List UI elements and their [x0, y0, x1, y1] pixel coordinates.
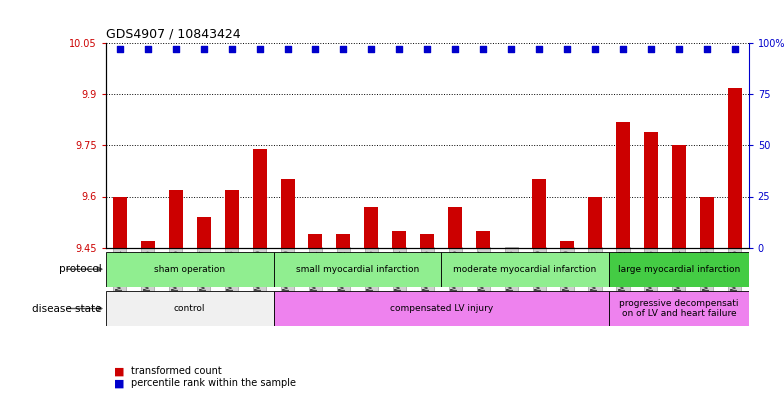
Point: [589, 46, 601, 53]
Bar: [672, 145, 686, 248]
Bar: [141, 241, 154, 248]
Point: [673, 46, 685, 53]
Bar: [728, 88, 742, 248]
Bar: [476, 231, 490, 248]
Bar: [336, 234, 350, 248]
Text: protocol: protocol: [59, 264, 102, 274]
Point: [505, 46, 517, 53]
Point: [617, 46, 630, 53]
Bar: [644, 132, 658, 248]
Point: [561, 46, 573, 53]
Bar: [532, 180, 546, 248]
Text: progressive decompensati
on of LV and heart failure: progressive decompensati on of LV and he…: [619, 299, 739, 318]
Point: [728, 46, 741, 53]
Bar: [274, 252, 441, 287]
Point: [141, 46, 154, 53]
Point: [337, 46, 350, 53]
Point: [449, 46, 462, 53]
Bar: [197, 217, 211, 248]
Point: [309, 46, 321, 53]
Point: [365, 46, 378, 53]
Point: [421, 46, 434, 53]
Bar: [308, 234, 322, 248]
Bar: [106, 252, 274, 287]
Point: [114, 46, 126, 53]
Point: [393, 46, 405, 53]
Text: sham operation: sham operation: [154, 265, 225, 274]
Point: [644, 46, 657, 53]
Text: compensated LV injury: compensated LV injury: [390, 304, 493, 313]
Point: [533, 46, 546, 53]
Point: [198, 46, 210, 53]
Text: percentile rank within the sample: percentile rank within the sample: [131, 378, 296, 388]
Text: large myocardial infarction: large myocardial infarction: [618, 265, 740, 274]
Bar: [448, 207, 463, 248]
Text: ■: ■: [114, 378, 124, 388]
Bar: [106, 291, 274, 326]
Text: control: control: [174, 304, 205, 313]
Bar: [281, 180, 295, 248]
Bar: [113, 196, 127, 248]
Bar: [588, 196, 602, 248]
Point: [477, 46, 489, 53]
Bar: [225, 190, 238, 248]
Bar: [700, 196, 713, 248]
Bar: [392, 231, 406, 248]
Point: [225, 46, 238, 53]
Bar: [420, 234, 434, 248]
Bar: [609, 291, 749, 326]
Text: moderate myocardial infarction: moderate myocardial infarction: [453, 265, 597, 274]
Bar: [609, 252, 749, 287]
Bar: [616, 121, 630, 248]
Point: [281, 46, 294, 53]
Bar: [252, 149, 267, 248]
Bar: [560, 241, 574, 248]
Bar: [365, 207, 379, 248]
Bar: [274, 291, 609, 326]
Point: [701, 46, 713, 53]
Text: disease state: disease state: [32, 303, 102, 314]
Bar: [441, 252, 609, 287]
Point: [169, 46, 182, 53]
Point: [253, 46, 266, 53]
Text: transformed count: transformed count: [131, 366, 222, 376]
Bar: [169, 190, 183, 248]
Text: GDS4907 / 10843424: GDS4907 / 10843424: [106, 28, 241, 40]
Text: ■: ■: [114, 366, 124, 376]
Text: small myocardial infarction: small myocardial infarction: [296, 265, 419, 274]
